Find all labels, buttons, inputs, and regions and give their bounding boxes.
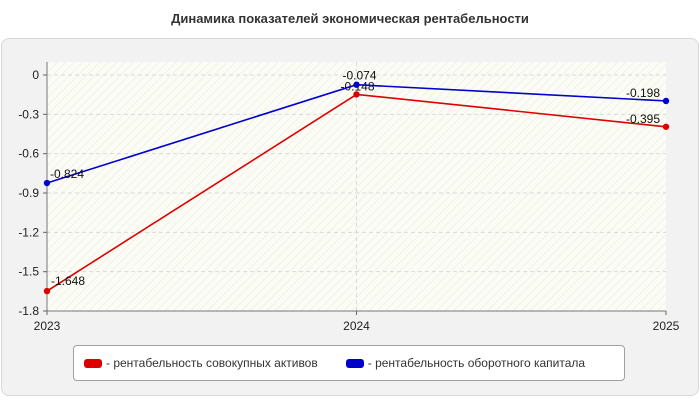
data-point xyxy=(353,81,360,88)
plot-area-hatch xyxy=(47,62,666,311)
data-point xyxy=(662,97,670,105)
y-tick-label: 0 xyxy=(32,68,39,82)
x-tick-label: 2025 xyxy=(653,319,680,333)
y-tick-label: -1.8 xyxy=(18,304,39,318)
legend-swatch-red xyxy=(84,358,102,368)
y-tick-label: -0.9 xyxy=(18,186,39,200)
x-tick-label: 2024 xyxy=(343,319,370,333)
data-label: -0.824 xyxy=(50,167,84,181)
y-tick-label: -1.5 xyxy=(18,265,39,279)
legend-item-working-capital[interactable]: - рентабельность оборотного капитала xyxy=(345,356,586,370)
data-point xyxy=(662,123,670,130)
data-label: -0.074 xyxy=(343,69,377,83)
y-tick-label: -0.6 xyxy=(18,147,39,161)
chart-title: Динамика показателей экономическая рента… xyxy=(171,11,529,26)
data-point xyxy=(353,91,360,98)
data-label: -0.395 xyxy=(626,112,660,126)
legend-swatch-blue xyxy=(345,358,364,368)
legend: - рентабельность совокупных активов - ре… xyxy=(73,345,625,381)
x-tick-label: 2023 xyxy=(34,319,61,333)
legend-item-total-assets[interactable]: - рентабельность совокупных активов xyxy=(84,356,318,370)
y-tick-label: -0.3 xyxy=(18,107,39,121)
data-point xyxy=(43,179,51,187)
data-label: -0.198 xyxy=(626,86,660,100)
y-tick-label: -1.2 xyxy=(18,225,39,239)
legend-label-total-assets: - рентабельность совокупных активов xyxy=(106,356,318,370)
legend-label-working-capital: - рентабельность оборотного капитала xyxy=(367,356,586,370)
data-label: -1.648 xyxy=(51,274,85,288)
data-point xyxy=(43,287,51,295)
